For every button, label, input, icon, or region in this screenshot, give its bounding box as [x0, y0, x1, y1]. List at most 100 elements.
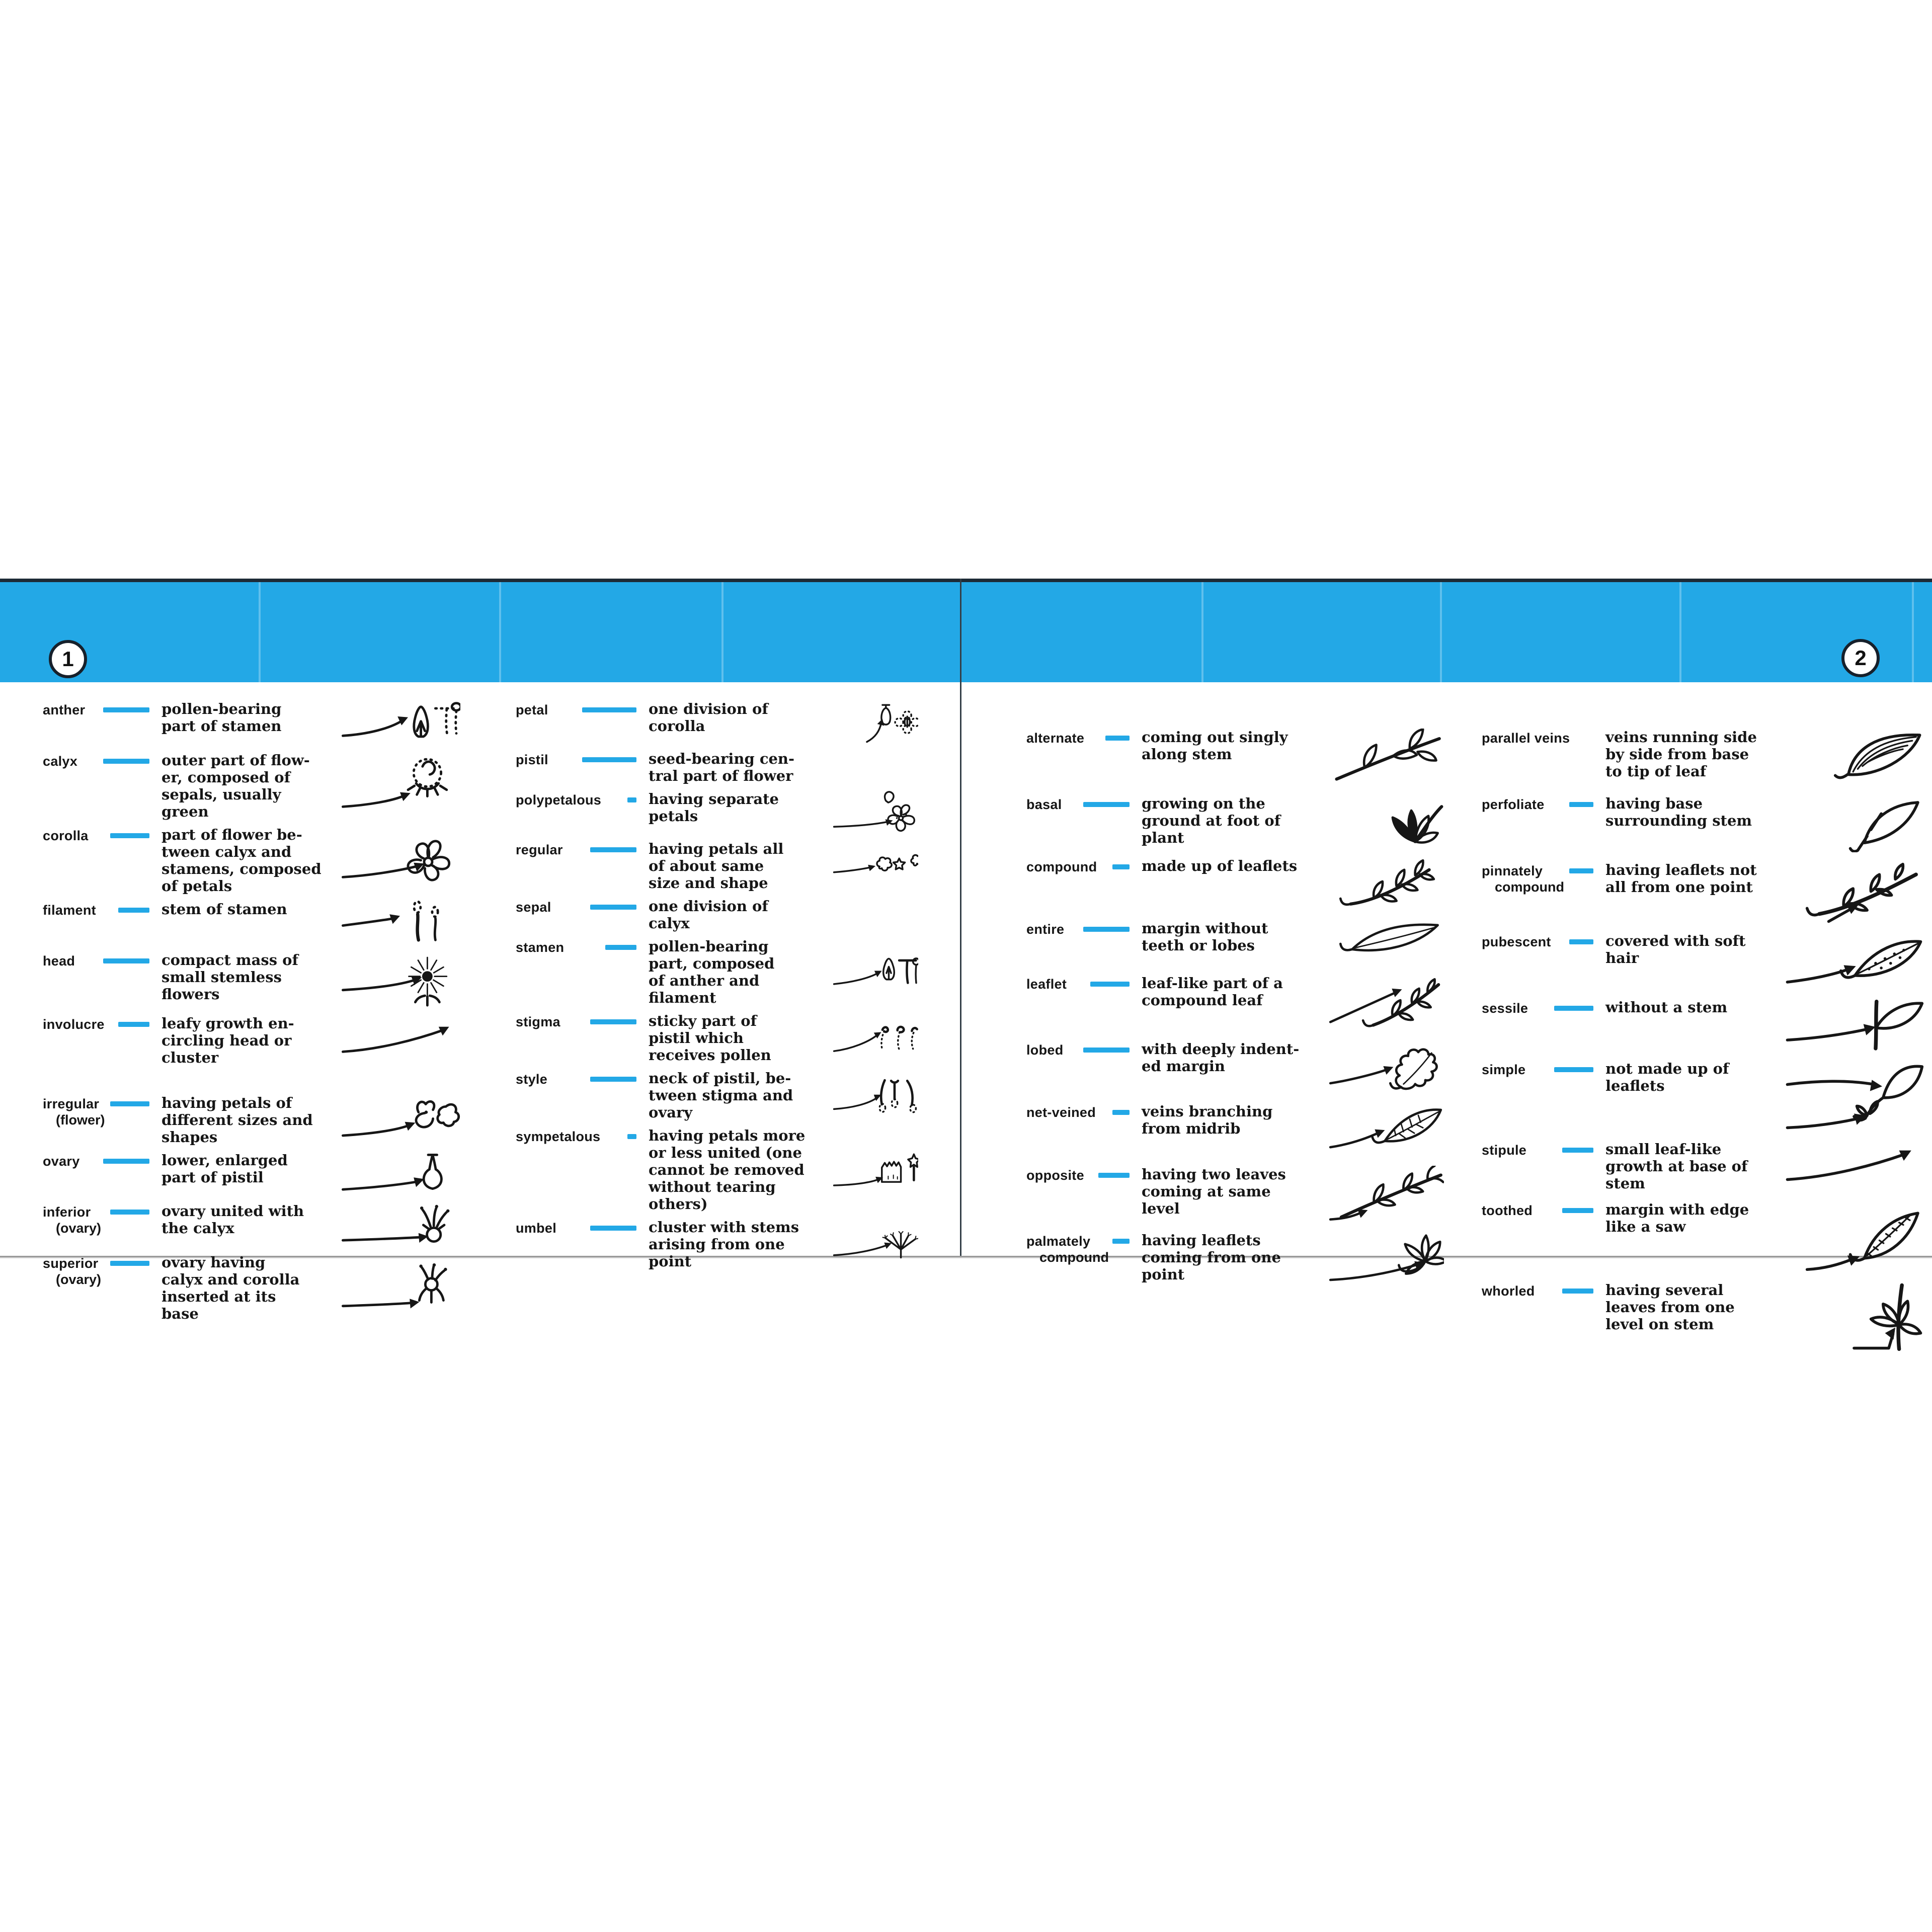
glossary-row-perfoliate: perfoliate having base surrounding stem [1482, 795, 1924, 852]
simple-stipule-leaf-sketch-icon [1784, 1060, 1924, 1132]
glossary-row-stigma: stigma sticky part of pistil which recei… [516, 1012, 918, 1064]
definition-text: margin without teeth or lobes [1142, 919, 1268, 954]
perfoliate-leaf-sketch-icon [1784, 795, 1924, 852]
scan-streak [259, 582, 261, 682]
palmate-leaf-sketch-icon [1327, 1232, 1444, 1287]
definition-text: having leaflets coming from one point [1142, 1232, 1281, 1283]
definition-text: covered with soft hair [1605, 932, 1746, 967]
definition-text: having several leaves from one level on … [1605, 1281, 1735, 1333]
glossary-column: alternate coming out singly along stem b… [1026, 729, 1444, 1298]
term-label: style [516, 1072, 548, 1087]
glossary-column: anther pollen-bearing part of stamen cal… [43, 700, 460, 1328]
term-underline [590, 1077, 636, 1082]
ovary-sketch-icon [340, 1152, 460, 1197]
term-underline [110, 833, 149, 838]
glossary-row-simple: simple not made up of leaflets [1482, 1060, 1924, 1132]
scan-streak [721, 582, 723, 682]
pubescent-leaf-sketch-icon [1784, 932, 1924, 990]
definition-text: pollen-bearing part, composed of anther … [649, 938, 775, 1007]
flower-head-sketch-icon [340, 951, 460, 1009]
stigma-sketch-icon [832, 1019, 918, 1057]
style-sketch-icon [832, 1076, 918, 1114]
scan-streak [1201, 582, 1203, 682]
term-label: anther [43, 702, 86, 717]
term-underline [103, 1158, 149, 1164]
net-veined-leaf-sketch-icon [1327, 1103, 1444, 1154]
umbel-sketch-icon [832, 1228, 918, 1260]
term-underline [103, 958, 149, 964]
term-underline [582, 707, 636, 712]
term-label: palmately [1026, 1234, 1091, 1249]
regular-flowers-sketch-icon [832, 850, 918, 882]
anther-sketch-icon [340, 700, 460, 746]
term-label: calyx [43, 753, 78, 769]
term-underline [1112, 864, 1130, 869]
alternate-branch-sketch-icon [1327, 729, 1444, 784]
term-underline [1562, 1289, 1593, 1294]
definition-text: coming out singly along stem [1142, 729, 1288, 763]
leaflet-sketch-icon [1327, 975, 1444, 1030]
glossary-row-pubescent: pubescent covered with soft hair [1482, 932, 1924, 990]
term-underline [1098, 1172, 1130, 1178]
term-label: pinnately [1482, 863, 1543, 878]
glossary-row-leaflet: leaflet leaf-like part of a compound lea… [1026, 975, 1444, 1030]
term-sub-label: (flower) [56, 1112, 105, 1128]
term-label: stamen [516, 940, 565, 955]
page-number-badge: 1 [49, 640, 87, 678]
definition-text: not made up of leaflets [1605, 1060, 1729, 1095]
definition-text: part of flower be- tween calyx and stame… [162, 826, 321, 895]
definition-text: one division of calyx [649, 898, 768, 932]
glossary-row-superior: superior (ovary) ovary having calyx and … [43, 1254, 460, 1322]
glossary-row-inferior: inferior (ovary) ovary united with the c… [43, 1202, 460, 1248]
entire-leaf-sketch-icon [1327, 920, 1444, 963]
header-band [0, 582, 1932, 682]
term-underline [103, 758, 149, 764]
definition-text: compact mass of small stemless flowers [162, 951, 298, 1003]
term-label: ovary [43, 1153, 80, 1169]
definition-text: ovary united with the calyx [162, 1202, 304, 1237]
compound-leaf-sketch-icon [1327, 857, 1444, 909]
stamens-sketch-icon [832, 953, 918, 991]
glossary-row-palmately-compound: palmately compound having leaflets comin… [1026, 1232, 1444, 1287]
definition-text: leaf-like part of a compound leaf [1142, 974, 1283, 1009]
term-underline [1112, 1239, 1130, 1244]
glossary-row-regular: regular having petals all of about same … [516, 840, 918, 892]
term-label: regular [516, 842, 563, 858]
term-label: entire [1026, 921, 1065, 937]
header-top-line [0, 579, 1932, 582]
definition-text: having separate petals [649, 790, 779, 825]
definition-text: veins running side by side from base to … [1605, 729, 1757, 780]
term-underline [1562, 1208, 1593, 1214]
term-label: simple [1482, 1062, 1526, 1078]
irregular-flowers-sketch-icon [340, 1095, 460, 1145]
glossary-row-lobed: lobed with deeply indent- ed margin [1026, 1040, 1444, 1092]
polypetalous-sketch-icon [832, 790, 918, 834]
term-underline [590, 905, 636, 910]
definition-text: one division of corolla [649, 700, 768, 735]
term-underline [582, 757, 636, 763]
glossary-row-irregular: irregular (flower) having petals of diff… [43, 1094, 460, 1146]
definition-text: margin with edge like a saw [1605, 1201, 1749, 1236]
glossary-row-sepal: sepal one division of calyx [516, 898, 918, 932]
term-label: petal [516, 702, 548, 717]
term-label: leaflet [1026, 976, 1067, 992]
definition-text: having leaflets not all from one point [1605, 861, 1757, 896]
glossary-row-filament: filament stem of stamen [43, 900, 460, 946]
glossary-row-umbel: umbel cluster with stems arising from on… [516, 1219, 918, 1270]
term-label: compound [1026, 859, 1097, 874]
parallel-veins-leaf-sketch-icon [1784, 729, 1924, 786]
glossary-row-sessile: sessile without a stem [1482, 999, 1924, 1052]
term-label: whorled [1482, 1283, 1535, 1299]
glossary-row-anther: anther pollen-bearing part of stamen [43, 700, 460, 746]
term-label: pistil [516, 752, 548, 768]
definition-text: sticky part of pistil which receives pol… [649, 1012, 771, 1064]
page-bottom-rule [0, 1256, 1932, 1258]
glossary-row-compound: compound made up of leaflets [1026, 857, 1444, 909]
term-label: irregular [43, 1096, 100, 1111]
definition-text: outer part of flow- er, composed of sepa… [162, 751, 310, 820]
term-label: corolla [43, 828, 89, 843]
term-label: sessile [1482, 1000, 1528, 1016]
term-label: polypetalous [516, 792, 602, 808]
term-sub-label: compound [1039, 1250, 1109, 1265]
term-sub-label: compound [1495, 879, 1564, 895]
